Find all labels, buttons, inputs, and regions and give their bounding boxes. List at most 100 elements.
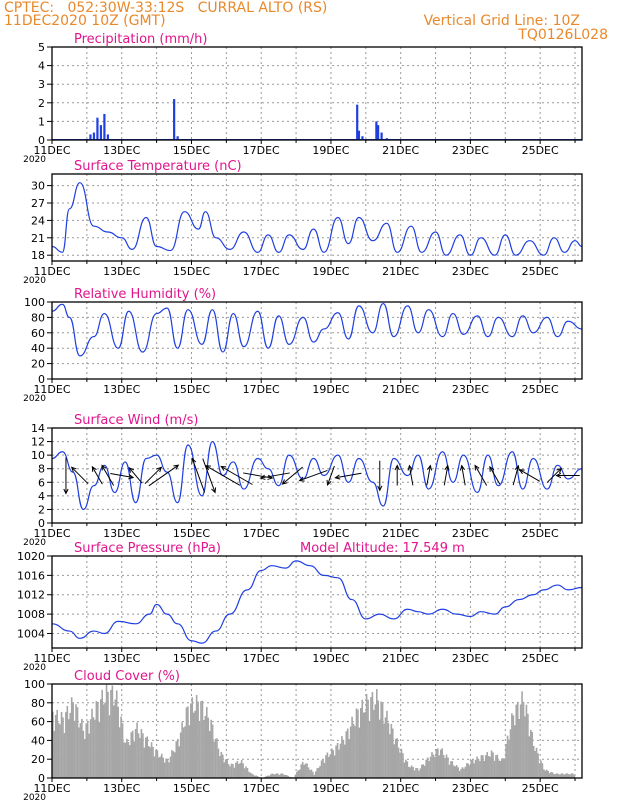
cloud-cover-bar xyxy=(300,764,303,778)
cloud-cover-bar xyxy=(396,738,398,778)
year-label: 2020 xyxy=(23,663,46,673)
cloud-cover-bar xyxy=(111,685,114,778)
x-tick-label: 19DEC xyxy=(312,782,349,795)
cloud-cover-bar xyxy=(159,756,162,778)
y-tick-label: 1012 xyxy=(17,589,45,602)
cloud-cover-bar xyxy=(540,760,542,778)
x-tick-label: 19DEC xyxy=(312,144,349,157)
cloud-cover-bar xyxy=(548,773,551,778)
model-altitude: Model Altitude: 17.549 m xyxy=(300,541,465,556)
cloud-cover-bar xyxy=(230,763,233,778)
cloud-cover-bar xyxy=(98,722,101,778)
cloud-cover-bar xyxy=(437,748,439,778)
cloud-cover-bar xyxy=(452,765,455,778)
wind-arrow-head xyxy=(459,464,466,471)
cloud-cover-bar xyxy=(572,773,574,778)
cloud-cover-bar xyxy=(236,761,239,778)
y-tick-label: 40 xyxy=(31,342,45,355)
cloud-cover-bar xyxy=(129,745,131,778)
cloud-cover-bar xyxy=(252,774,255,778)
wind-arrow-head xyxy=(211,487,217,494)
cloud-cover-bar xyxy=(560,773,563,778)
cloud-cover-bar xyxy=(163,762,166,778)
cloud-cover-bar xyxy=(313,774,316,778)
chart-header: CPTEC: 052:30W-33:12S CURRAL ALTO (RS) 1… xyxy=(0,0,618,44)
pressure-line xyxy=(51,560,583,644)
cloud-cover-bar xyxy=(569,774,571,778)
cloud-cover-bar xyxy=(89,719,92,778)
cloud-cover-bar xyxy=(374,704,377,778)
cloud-cover-bar xyxy=(323,762,326,778)
cloud-cover-bar xyxy=(432,754,435,778)
cloud-cover-bar xyxy=(460,768,462,778)
x-tick-label: 23DEC xyxy=(452,527,489,540)
cloud-cover-bar xyxy=(294,774,297,778)
cloud-cover-bar xyxy=(86,721,89,778)
cloud-cover-bar xyxy=(567,774,570,778)
x-tick-label: 21DEC xyxy=(382,652,419,665)
cloud-cover-bar xyxy=(303,764,305,778)
pressure-frame xyxy=(51,555,583,649)
cloud-cover-bar xyxy=(72,703,74,778)
cloud-cover-bar xyxy=(284,774,287,778)
cloud-cover-bar xyxy=(70,697,73,778)
cloud-cover-bar xyxy=(423,765,426,778)
cloud-cover-bar xyxy=(554,774,557,778)
cloud-cover-bar xyxy=(253,775,256,778)
cloud-cover-bar xyxy=(147,746,150,778)
cloud-cover-bar xyxy=(235,762,237,778)
cloud-cover-bar xyxy=(341,736,343,778)
cloud-cover-bar xyxy=(344,744,346,778)
wind-arrow-shaft xyxy=(101,465,115,486)
precipitation-bar xyxy=(380,132,383,140)
cloud-cover-bar xyxy=(194,710,196,778)
cloud-cover-bar xyxy=(107,691,109,778)
cloud-cover-bar xyxy=(123,742,125,778)
cloud-cover-bar xyxy=(527,713,529,778)
cloud-cover-bar xyxy=(570,773,573,778)
cloud-cover-bar xyxy=(94,719,96,778)
x-tick-label: 11DEC xyxy=(33,265,70,278)
precipitation-bar xyxy=(106,134,109,140)
wind-arrow-head xyxy=(128,466,135,473)
cloud-cover-bar xyxy=(333,755,336,778)
precipitation-bar xyxy=(99,125,103,140)
cloud-cover-bar xyxy=(447,757,449,778)
cloud-cover-bar xyxy=(283,774,285,778)
cloud-cover-bar xyxy=(175,741,178,778)
y-tick-label: 21 xyxy=(31,232,45,245)
cloud-cover-bar xyxy=(566,773,568,778)
cloud-cover-bar xyxy=(421,764,423,778)
wind-arrow-head xyxy=(556,467,562,474)
cloud-cover-bar xyxy=(52,711,54,778)
y-tick-label: 4 xyxy=(38,60,45,73)
y-tick-label: 20 xyxy=(31,753,45,766)
cloud-cover-bar xyxy=(210,719,212,778)
cloud-cover-bar xyxy=(237,763,240,778)
cloud-cover-bar xyxy=(553,774,555,778)
cloud-cover-bar xyxy=(383,723,385,778)
cloud-cover-bar xyxy=(455,765,458,778)
wind-arrow-head xyxy=(334,474,341,480)
cloud-cover-bar xyxy=(306,763,308,778)
cloud-cover-bar xyxy=(364,711,366,778)
cloud-cover-bar xyxy=(143,747,146,778)
wind-arrow-shaft xyxy=(243,472,273,479)
y-tick-label: 4 xyxy=(38,490,45,503)
x-tick-label: 15DEC xyxy=(173,652,210,665)
cloud-cover-bar xyxy=(54,714,57,778)
cloud-cover-bar xyxy=(312,771,314,778)
cloud-cover-bar xyxy=(378,719,381,778)
cloud-cover-bar xyxy=(248,771,250,778)
cloud-cover-bar xyxy=(162,757,165,778)
cloud-cover-bar xyxy=(320,760,323,778)
cloud-cover-bar xyxy=(399,752,401,778)
cloud-cover-bar xyxy=(332,750,335,778)
cloud-cover-bar xyxy=(246,768,249,778)
x-tick-label: 21DEC xyxy=(382,265,419,278)
x-tick-label: 17DEC xyxy=(243,652,280,665)
cloud-cover-bar xyxy=(113,705,115,778)
cloud-cover-bar xyxy=(515,704,518,778)
cloud-cover-bar xyxy=(538,763,541,778)
cloud-cover-bar xyxy=(216,738,218,778)
